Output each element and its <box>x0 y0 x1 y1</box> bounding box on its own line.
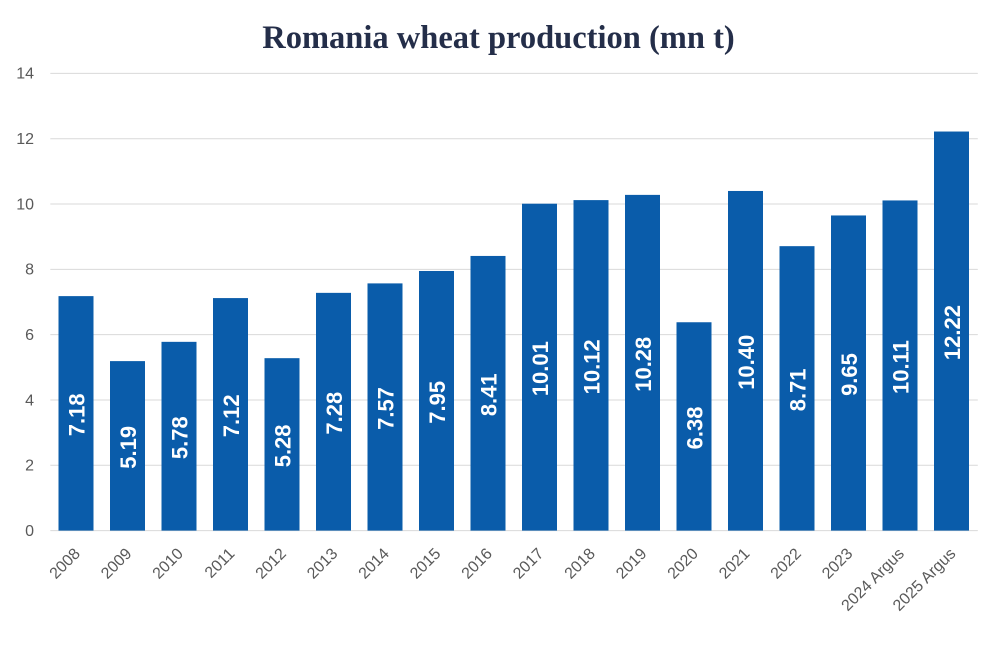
svg-text:10.28: 10.28 <box>631 337 656 392</box>
svg-text:14: 14 <box>16 66 34 83</box>
svg-text:7.57: 7.57 <box>374 387 399 430</box>
svg-text:7.95: 7.95 <box>425 381 450 424</box>
svg-text:5.19: 5.19 <box>116 426 141 469</box>
svg-text:10.01: 10.01 <box>528 341 553 396</box>
svg-text:0: 0 <box>25 523 34 540</box>
svg-text:10: 10 <box>16 196 34 213</box>
svg-text:7.28: 7.28 <box>322 392 347 435</box>
svg-text:10.11: 10.11 <box>889 340 914 394</box>
svg-text:4: 4 <box>25 392 34 409</box>
svg-text:12: 12 <box>16 131 34 148</box>
svg-text:6: 6 <box>25 327 34 344</box>
svg-text:9.65: 9.65 <box>837 353 862 396</box>
svg-text:10.12: 10.12 <box>580 339 605 394</box>
svg-text:Romania wheat production (mn t: Romania wheat production (mn t) <box>262 20 734 56</box>
svg-text:2: 2 <box>25 458 34 475</box>
svg-text:5.78: 5.78 <box>168 416 193 459</box>
svg-text:6.38: 6.38 <box>683 407 708 450</box>
svg-text:8.41: 8.41 <box>477 373 502 416</box>
svg-text:10.40: 10.40 <box>734 335 759 390</box>
svg-text:8.71: 8.71 <box>786 368 811 411</box>
svg-text:5.28: 5.28 <box>271 424 296 467</box>
svg-text:7.18: 7.18 <box>65 393 90 436</box>
svg-text:8: 8 <box>25 262 34 279</box>
svg-text:12.22: 12.22 <box>940 305 965 360</box>
svg-text:7.12: 7.12 <box>219 394 244 437</box>
